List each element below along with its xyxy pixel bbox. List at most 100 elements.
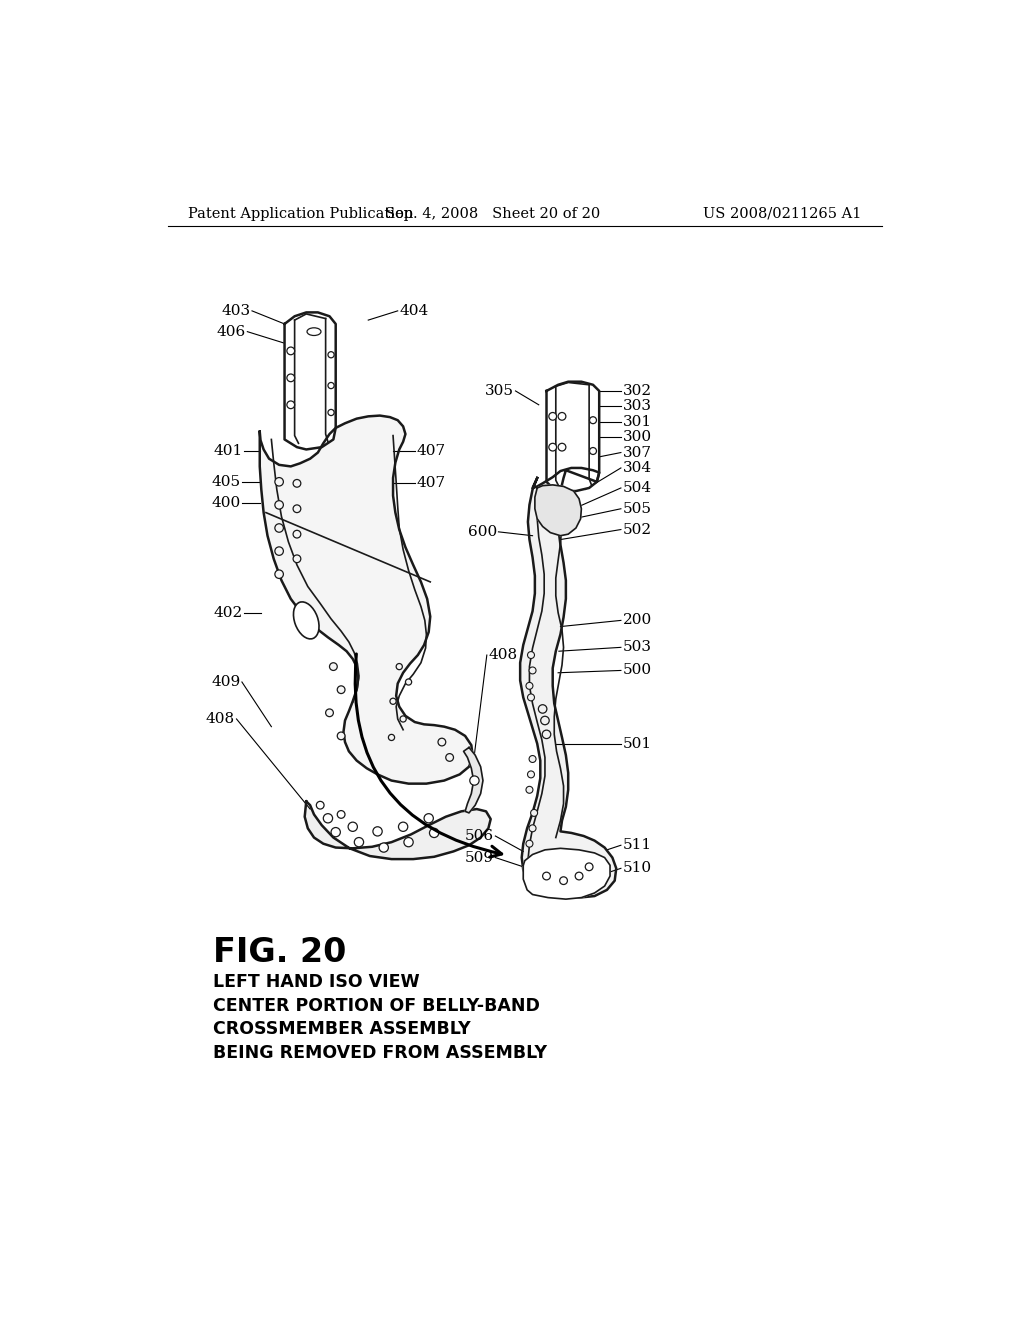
Polygon shape bbox=[520, 469, 616, 898]
Text: 305: 305 bbox=[485, 384, 514, 397]
Circle shape bbox=[403, 837, 414, 847]
Circle shape bbox=[406, 678, 412, 685]
Text: 509: 509 bbox=[465, 850, 494, 865]
Circle shape bbox=[558, 413, 566, 420]
Circle shape bbox=[293, 531, 301, 539]
Circle shape bbox=[293, 479, 301, 487]
Text: 403: 403 bbox=[221, 304, 251, 318]
Text: 401: 401 bbox=[213, 444, 243, 458]
Circle shape bbox=[348, 822, 357, 832]
Circle shape bbox=[526, 841, 532, 847]
Circle shape bbox=[274, 570, 284, 578]
Text: US 2008/0211265 A1: US 2008/0211265 A1 bbox=[702, 207, 861, 220]
Circle shape bbox=[328, 409, 334, 416]
Circle shape bbox=[530, 809, 538, 816]
Circle shape bbox=[590, 417, 597, 424]
Ellipse shape bbox=[294, 602, 319, 639]
Text: 503: 503 bbox=[623, 640, 651, 655]
Circle shape bbox=[526, 787, 532, 793]
Circle shape bbox=[558, 444, 566, 451]
Text: 505: 505 bbox=[623, 502, 651, 516]
Circle shape bbox=[287, 347, 295, 355]
Circle shape bbox=[470, 776, 479, 785]
Circle shape bbox=[293, 554, 301, 562]
Text: 600: 600 bbox=[468, 525, 497, 539]
Text: 302: 302 bbox=[623, 384, 651, 397]
Circle shape bbox=[316, 801, 324, 809]
Ellipse shape bbox=[307, 327, 321, 335]
Circle shape bbox=[424, 813, 433, 822]
Circle shape bbox=[560, 876, 567, 884]
Circle shape bbox=[293, 504, 301, 512]
Circle shape bbox=[337, 810, 345, 818]
Circle shape bbox=[529, 667, 536, 675]
Circle shape bbox=[590, 447, 597, 454]
Circle shape bbox=[274, 500, 284, 510]
Circle shape bbox=[324, 813, 333, 822]
Polygon shape bbox=[464, 747, 483, 813]
Text: 504: 504 bbox=[623, 480, 651, 495]
Text: 406: 406 bbox=[216, 325, 246, 339]
Text: 405: 405 bbox=[211, 475, 241, 488]
Circle shape bbox=[379, 843, 388, 853]
Text: 409: 409 bbox=[211, 675, 241, 689]
Polygon shape bbox=[285, 313, 336, 449]
Text: 301: 301 bbox=[623, 414, 651, 429]
Circle shape bbox=[274, 524, 284, 532]
Polygon shape bbox=[260, 416, 473, 784]
Circle shape bbox=[586, 863, 593, 871]
Circle shape bbox=[549, 444, 557, 451]
Circle shape bbox=[396, 664, 402, 669]
Circle shape bbox=[529, 755, 536, 763]
Text: 402: 402 bbox=[213, 606, 243, 619]
Circle shape bbox=[390, 698, 396, 705]
Circle shape bbox=[549, 413, 557, 420]
Circle shape bbox=[274, 546, 284, 556]
Circle shape bbox=[337, 733, 345, 739]
Text: 400: 400 bbox=[211, 496, 241, 511]
Text: FIG. 20: FIG. 20 bbox=[213, 936, 347, 969]
Circle shape bbox=[287, 374, 295, 381]
Text: LEFT HAND ISO VIEW
CENTER PORTION OF BELLY-BAND
CROSSMEMBER ASSEMBLY
BEING REMOV: LEFT HAND ISO VIEW CENTER PORTION OF BEL… bbox=[213, 973, 547, 1061]
Circle shape bbox=[529, 825, 536, 832]
Circle shape bbox=[575, 873, 583, 880]
Text: 502: 502 bbox=[623, 523, 651, 536]
Circle shape bbox=[438, 738, 445, 746]
Text: 300: 300 bbox=[623, 430, 651, 444]
Circle shape bbox=[541, 717, 549, 725]
Text: 511: 511 bbox=[623, 838, 651, 853]
Circle shape bbox=[388, 734, 394, 741]
Circle shape bbox=[373, 826, 382, 836]
Circle shape bbox=[398, 822, 408, 832]
Text: 200: 200 bbox=[623, 614, 651, 627]
Text: 510: 510 bbox=[623, 862, 651, 875]
Circle shape bbox=[328, 351, 334, 358]
Circle shape bbox=[337, 686, 345, 693]
Circle shape bbox=[543, 730, 551, 739]
Polygon shape bbox=[523, 849, 610, 899]
Polygon shape bbox=[547, 381, 599, 491]
Text: 407: 407 bbox=[417, 444, 445, 458]
Circle shape bbox=[274, 478, 284, 486]
Circle shape bbox=[527, 694, 535, 701]
Circle shape bbox=[330, 663, 337, 671]
Circle shape bbox=[326, 709, 334, 717]
Text: 408: 408 bbox=[206, 711, 234, 726]
Circle shape bbox=[331, 828, 340, 837]
Text: 303: 303 bbox=[623, 400, 651, 413]
Circle shape bbox=[445, 754, 454, 762]
Circle shape bbox=[429, 829, 438, 837]
Circle shape bbox=[526, 682, 532, 689]
Circle shape bbox=[287, 401, 295, 409]
Text: 404: 404 bbox=[399, 304, 428, 318]
Circle shape bbox=[354, 837, 364, 847]
Circle shape bbox=[527, 652, 535, 659]
Circle shape bbox=[328, 383, 334, 388]
Text: Patent Application Publication: Patent Application Publication bbox=[188, 207, 414, 220]
Text: Sep. 4, 2008   Sheet 20 of 20: Sep. 4, 2008 Sheet 20 of 20 bbox=[385, 207, 600, 220]
Circle shape bbox=[400, 715, 407, 722]
Text: 506: 506 bbox=[465, 829, 494, 843]
Circle shape bbox=[543, 873, 550, 880]
Text: 407: 407 bbox=[417, 477, 445, 490]
Text: 307: 307 bbox=[623, 446, 651, 459]
